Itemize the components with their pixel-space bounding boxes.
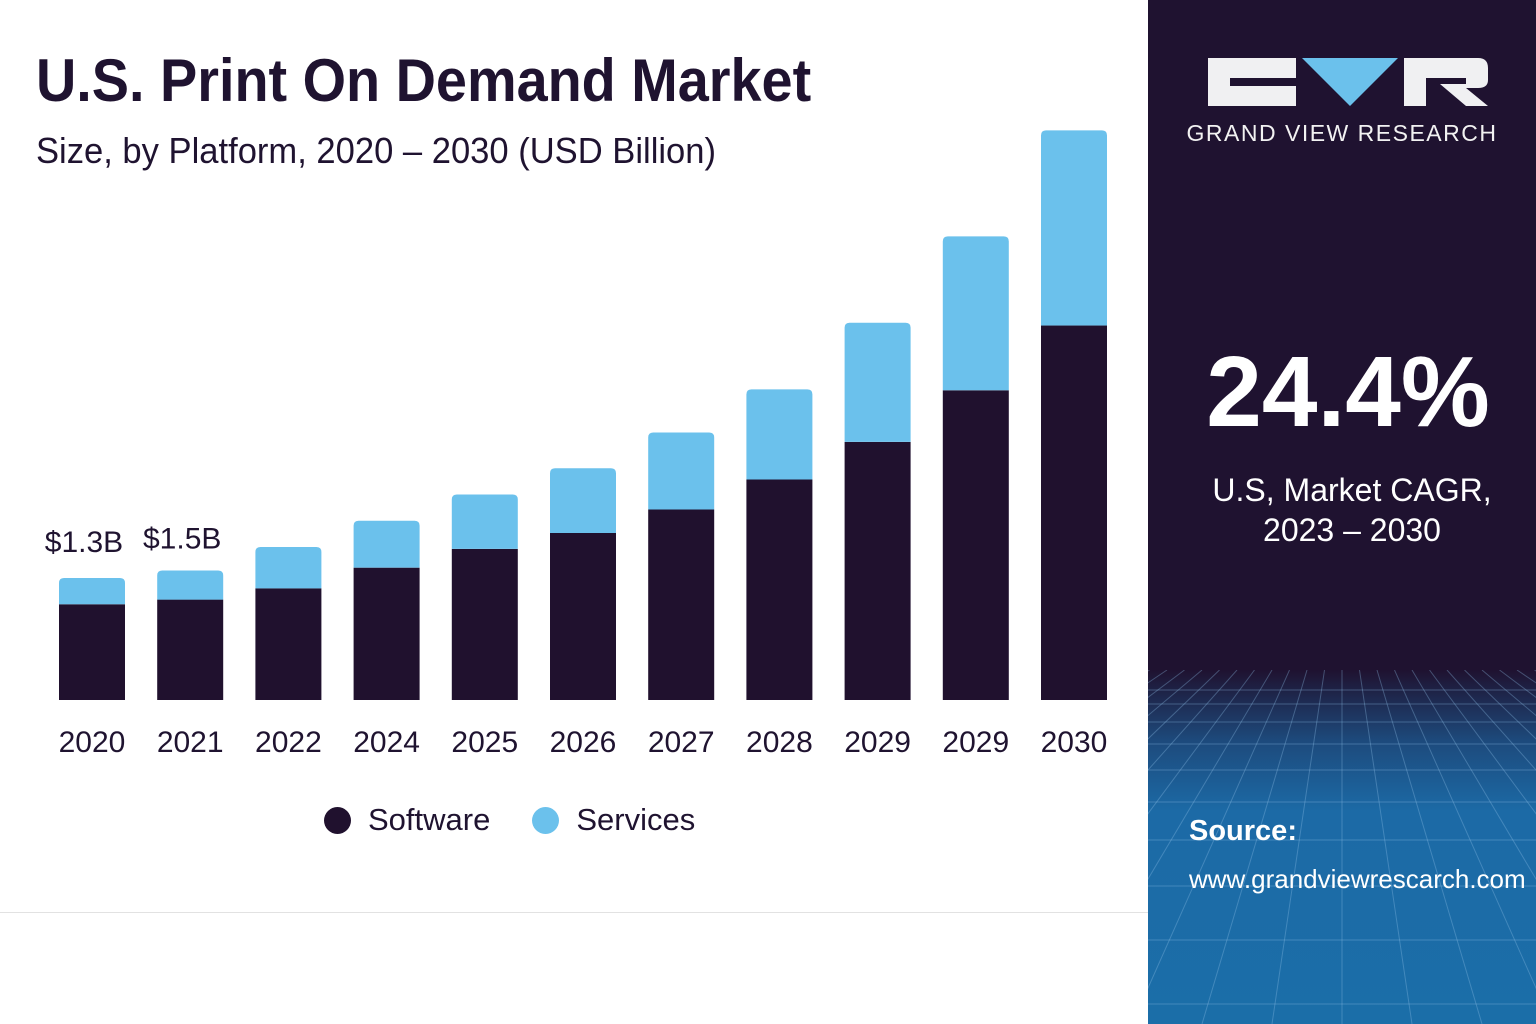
- grid-line-v: [1376, 670, 1483, 1024]
- legend-swatch-services: [532, 806, 560, 834]
- grid-line-v: [1201, 670, 1308, 1024]
- grid-line-v: [1148, 670, 1238, 771]
- grid-line-v: [1464, 670, 1536, 740]
- brand-name: GRAND VIEW RESEARCH: [1186, 120, 1498, 146]
- stacked-bar-chart: 2020 2021 2022 2024 2025 2026 2027 2028 2029 2029…: [45, 130, 1108, 759]
- grid-line-v: [1148, 670, 1255, 815]
- grid-line-v: [1148, 670, 1185, 698]
- data-labels: $1.3B $1.5B: [45, 522, 222, 559]
- legend-item-software: Software: [324, 802, 490, 838]
- bar-services-2025-4: [451, 494, 518, 549]
- x-tick-label-4: 2025: [451, 726, 518, 759]
- x-tick-label-9: 2029: [942, 726, 1009, 759]
- bar-software-2030-10: [1041, 325, 1107, 700]
- grid-line-v: [1429, 670, 1536, 815]
- cagr-label: U.S, Market CAGR, 2023 – 2030: [1148, 470, 1536, 550]
- grid-line-v: [1499, 670, 1536, 698]
- bar-services-2030-10: [1041, 130, 1107, 326]
- x-axis-tick-labels: 2020 2021 2022 2024 2025 2026 2027 2028 2029 2029…: [59, 726, 1108, 759]
- grid-line-v: [1411, 670, 1536, 881]
- x-tick-label-2: 2022: [255, 726, 322, 759]
- divider: [0, 912, 1148, 913]
- x-tick-label-0: 2020: [59, 726, 126, 759]
- chart-subtitle: Size, by Platform, 2020 – 2030 (USD Bill…: [36, 130, 716, 171]
- bar-software-2021-1: [157, 599, 224, 700]
- x-tick-label-3: 2024: [353, 726, 420, 759]
- x-tick-label-1: 2021: [157, 726, 224, 759]
- x-tick-label-8: 2029: [844, 726, 911, 759]
- legend: Software Services: [324, 800, 737, 840]
- source-url-link[interactable]: www.grandviewrescarch.com: [1189, 864, 1526, 894]
- perspective-grid-background: [1148, 670, 1536, 1024]
- bar-services-2028-7: [746, 389, 813, 480]
- sidebar-gradient-background: [1148, 670, 1536, 1024]
- legend-swatch-software: [324, 806, 351, 834]
- bar-services-2026-5: [550, 468, 616, 533]
- bar-software-2025-4: [451, 548, 518, 700]
- bar-services-2022-2: [255, 547, 322, 589]
- bar-services-2027-6: [648, 432, 715, 510]
- grid-line-v: [1148, 670, 1273, 881]
- grid-line-v: [1148, 670, 1290, 990]
- grid-line-v: [1446, 670, 1536, 771]
- bar-software-2022-2: [255, 588, 322, 700]
- bar-services-2024-3: [353, 520, 420, 568]
- bar-software-2029-8: [844, 441, 911, 700]
- grid-line-v: [1148, 670, 1220, 740]
- bar-software-2027-6: [648, 509, 715, 700]
- bar-software-2026-5: [550, 532, 616, 700]
- x-tick-label-5: 2026: [550, 726, 617, 759]
- grid-line-v: [1394, 670, 1536, 990]
- source-label: Source:: [1189, 815, 1297, 847]
- x-tick-label-6: 2027: [648, 726, 715, 759]
- bar-services-2021-1: [157, 570, 224, 600]
- cagr-value: 24.4%: [1206, 336, 1490, 448]
- legend-item-services: Services: [532, 802, 695, 838]
- sidebar-panel: GRAND VIEW RESEARCH 24.4% U.S, Market CA…: [1148, 0, 1536, 1024]
- bars-group: [59, 130, 1107, 700]
- legend-label-software: Software: [368, 802, 491, 837]
- x-tick-label-10: 2030: [1041, 726, 1108, 759]
- bar-software-2020-0: [59, 604, 125, 700]
- cagr-label-line1: U.S, Market CAGR,: [1212, 472, 1492, 508]
- grid-line-v: [1148, 670, 1150, 672]
- data-label-2020: $1.3B: [45, 526, 123, 559]
- bar-software-2028-7: [746, 479, 813, 700]
- bar-services-2029-8: [844, 322, 911, 442]
- data-label-2021: $1.5B: [143, 522, 221, 555]
- cagr-label-line2: 2023 – 2030: [1263, 512, 1441, 548]
- chart-panel: U.S. Print On Demand Market Size, by Pla…: [0, 47, 1148, 913]
- legend-label-services: Services: [576, 802, 696, 837]
- bar-services-2029-9: [942, 236, 1009, 391]
- grid-line-v: [1271, 670, 1325, 1024]
- grid-line-v: [1359, 670, 1413, 1024]
- bar-software-2024-3: [353, 567, 420, 700]
- x-tick-label-7: 2028: [746, 726, 813, 759]
- bar-software-2029-9: [942, 390, 1009, 700]
- chart-title: U.S. Print On Demand Market: [36, 47, 812, 114]
- gvr-logo-icon: [1208, 58, 1488, 106]
- bar-services-2020-0: [59, 578, 125, 605]
